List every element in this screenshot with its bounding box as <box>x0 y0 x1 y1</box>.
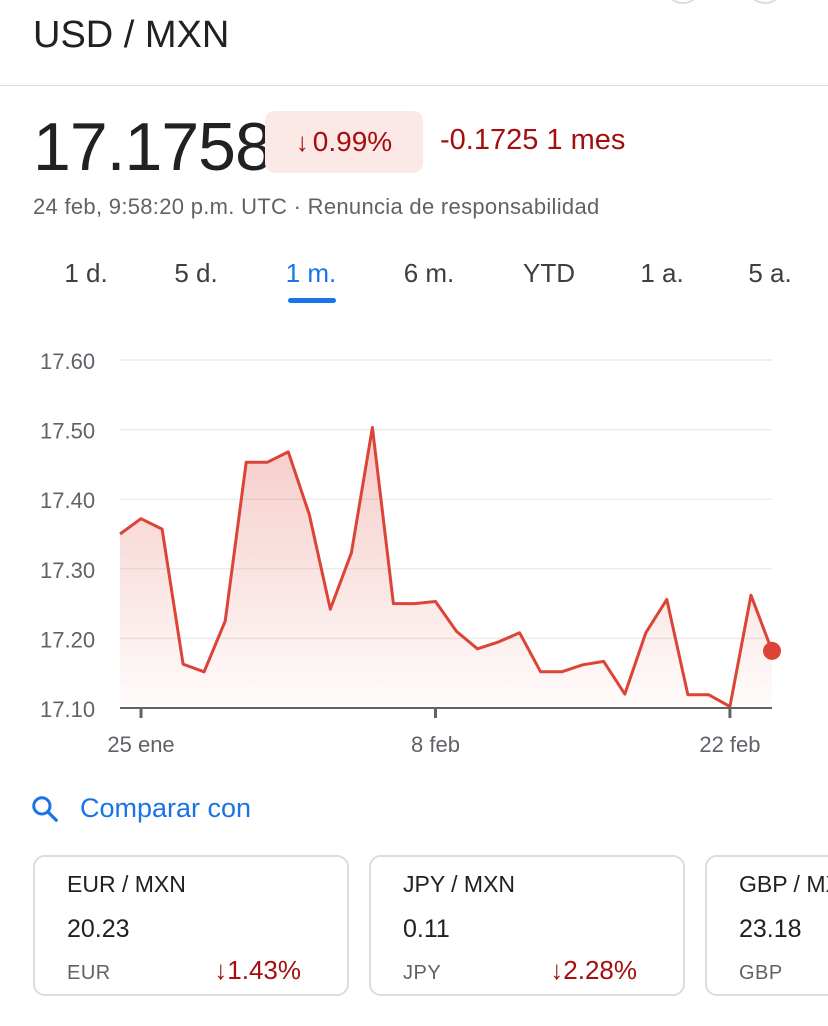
comparison-cards: EUR / MXN 20.23 EUR ↓1.43% JPY / MXN 0.1… <box>0 855 828 1000</box>
card-change-value: 2.28% <box>563 955 637 985</box>
change-absolute: -0.1725 1 mes <box>440 124 626 156</box>
y-tick-label: 17.50 <box>40 419 95 444</box>
card-pair: GBP / MXN <box>739 871 828 897</box>
tab-ytd[interactable]: YTD <box>523 258 575 288</box>
card-currency: EUR <box>67 962 111 984</box>
pair-title: USD / MXN <box>33 14 230 56</box>
comparison-card-jpy[interactable]: JPY / MXN 0.11 JPY ↓2.28% <box>369 855 685 996</box>
card-pair: EUR / MXN <box>67 871 186 897</box>
x-tick-label: 25 ene <box>107 732 174 757</box>
y-tick-label: 17.10 <box>40 697 95 722</box>
change-percent: 0.99% <box>312 126 393 157</box>
top-action-button[interactable] <box>746 0 784 4</box>
tab-1m[interactable]: 1 m. <box>285 258 337 288</box>
card-currency: JPY <box>403 962 442 984</box>
current-point-marker <box>763 641 781 660</box>
tab-1a[interactable]: 1 a. <box>640 258 684 288</box>
down-arrow-icon: ↓ <box>295 126 309 157</box>
timestamp-disclaimer[interactable]: 24 feb, 9:58:20 p.m. UTC · Renuncia de r… <box>33 194 600 219</box>
compare-with-button[interactable]: Comparar con <box>30 793 251 824</box>
comparison-card-eur[interactable]: EUR / MXN 20.23 EUR ↓1.43% <box>33 855 349 996</box>
change-percent-badge: ↓ 0.99% <box>265 111 423 173</box>
price-chart-svg: 17.60 17.50 17.40 17.30 17.20 17.10 25 ene 8 fe… <box>40 349 781 757</box>
comparison-card-gbp[interactable]: GBP / MXN 23.18 GBP <box>705 855 828 996</box>
card-price: 23.18 <box>739 915 802 943</box>
compare-with-label: Comparar con <box>80 793 252 823</box>
top-action-buttons <box>0 0 828 4</box>
card-change: ↓2.28% <box>550 955 637 986</box>
range-tabs: 1 d. 5 d. 1 m. 6 m. YTD 1 a. 5 a. <box>0 258 828 308</box>
card-price: 0.11 <box>403 915 450 943</box>
current-price: 17.1758 <box>33 109 273 185</box>
card-pair: JPY / MXN <box>403 871 516 897</box>
card-price: 20.23 <box>67 915 130 943</box>
y-tick-label: 17.60 <box>40 349 95 374</box>
search-icon <box>32 795 58 822</box>
card-change: ↓1.43% <box>214 955 301 986</box>
y-tick-label: 17.20 <box>40 627 95 652</box>
top-action-button[interactable] <box>664 0 702 4</box>
tab-5d[interactable]: 5 d. <box>174 258 218 288</box>
down-arrow-icon: ↓ <box>214 955 228 985</box>
x-tick-label: 8 feb <box>411 732 460 757</box>
card-change-value: 1.43% <box>227 955 301 985</box>
price-line <box>119 426 774 709</box>
y-tick-label: 17.30 <box>40 558 95 583</box>
y-tick-label: 17.40 <box>40 488 95 513</box>
card-currency: GBP <box>739 962 783 984</box>
tab-6m[interactable]: 6 m. <box>403 258 455 288</box>
price-chart[interactable]: 17.60 17.50 17.40 17.30 17.20 17.10 25 ene 8 fe… <box>0 330 828 770</box>
price-area <box>120 427 772 708</box>
down-arrow-icon: ↓ <box>550 955 564 985</box>
active-tab-indicator <box>288 298 336 303</box>
x-tick-label: 22 feb <box>699 732 760 757</box>
tab-1d[interactable]: 1 d. <box>64 258 108 288</box>
divider <box>0 85 828 86</box>
tab-5a[interactable]: 5 a. <box>748 258 792 288</box>
